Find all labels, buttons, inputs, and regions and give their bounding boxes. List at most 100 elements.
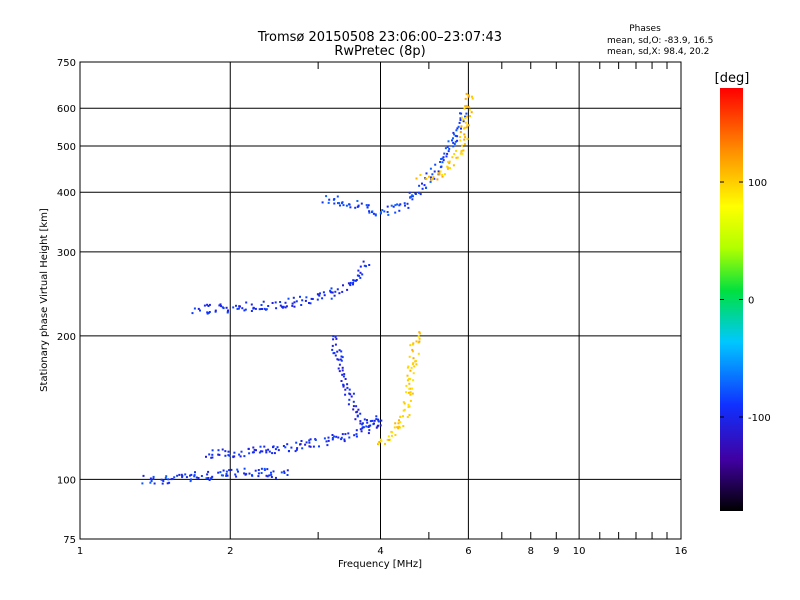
echo-point bbox=[270, 473, 273, 476]
echo-point bbox=[452, 131, 455, 134]
echo-point bbox=[236, 307, 239, 310]
echo-point bbox=[323, 294, 326, 297]
echo-point bbox=[228, 454, 231, 457]
echo-point bbox=[220, 474, 223, 477]
echo-point bbox=[267, 448, 270, 451]
echo-point bbox=[222, 469, 225, 472]
echo-point bbox=[360, 202, 363, 205]
echo-point bbox=[375, 426, 378, 429]
y-tick-label: 75 bbox=[63, 535, 76, 546]
echo-point bbox=[343, 373, 346, 376]
echo-point bbox=[359, 276, 362, 279]
echo-point bbox=[341, 290, 344, 293]
echo-point bbox=[347, 432, 350, 435]
echo-point bbox=[197, 307, 200, 310]
echo-point bbox=[208, 479, 211, 481]
echo-point bbox=[425, 186, 428, 189]
echo-point bbox=[439, 166, 442, 169]
echo-point bbox=[226, 474, 229, 477]
echo-point bbox=[227, 309, 229, 312]
echo-point bbox=[460, 127, 462, 130]
echo-point bbox=[455, 156, 458, 159]
echo-point bbox=[342, 384, 345, 387]
echo-point bbox=[181, 476, 184, 479]
echo-point bbox=[283, 472, 286, 474]
echo-point bbox=[362, 260, 365, 263]
echo-point bbox=[446, 160, 449, 163]
echo-point bbox=[354, 206, 357, 209]
echo-point bbox=[405, 384, 408, 387]
echo-point bbox=[343, 440, 346, 443]
echo-point bbox=[206, 312, 209, 315]
echo-point bbox=[384, 442, 386, 445]
echo-point bbox=[451, 139, 453, 142]
echo-point bbox=[271, 452, 274, 455]
echo-point bbox=[380, 419, 383, 422]
echo-point bbox=[308, 445, 311, 448]
echo-point bbox=[459, 131, 462, 133]
echo-point bbox=[150, 480, 153, 482]
echo-point bbox=[348, 388, 351, 391]
echo-point bbox=[228, 469, 231, 472]
echo-point bbox=[291, 302, 294, 305]
echo-point bbox=[232, 306, 235, 309]
echo-point bbox=[460, 116, 463, 119]
echo-point bbox=[455, 149, 458, 152]
echo-point bbox=[152, 475, 155, 478]
echo-point bbox=[258, 451, 261, 454]
echo-point bbox=[275, 476, 277, 479]
echo-point bbox=[463, 133, 466, 136]
echo-point bbox=[214, 310, 217, 313]
echo-point bbox=[330, 297, 333, 300]
echo-point bbox=[399, 426, 402, 429]
echo-point bbox=[398, 209, 401, 212]
echo-point bbox=[368, 425, 371, 428]
echo-point bbox=[369, 420, 372, 423]
echo-point bbox=[217, 449, 220, 452]
echo-point bbox=[309, 438, 312, 441]
echo-point bbox=[332, 338, 335, 341]
echo-point bbox=[280, 471, 283, 474]
echo-point bbox=[407, 406, 410, 408]
echo-point bbox=[409, 399, 412, 402]
echo-point bbox=[371, 210, 374, 213]
echo-point bbox=[446, 167, 449, 170]
echo-point bbox=[207, 470, 210, 473]
echo-point bbox=[436, 178, 439, 181]
echo-point bbox=[408, 414, 411, 417]
echo-point bbox=[377, 442, 380, 445]
echo-point bbox=[377, 419, 380, 422]
echo-point bbox=[208, 303, 211, 306]
echo-point bbox=[164, 477, 167, 479]
echo-point bbox=[336, 358, 339, 361]
echo-point bbox=[348, 436, 351, 439]
echo-point bbox=[316, 298, 319, 301]
echo-point bbox=[248, 472, 251, 475]
echo-point bbox=[341, 373, 344, 376]
y-axis-label: Stationary phase Virtual Height [km] bbox=[39, 208, 50, 392]
echo-point bbox=[243, 455, 246, 458]
x-tick-label: 6 bbox=[465, 546, 471, 557]
echo-point bbox=[222, 474, 224, 477]
echo-point bbox=[452, 141, 455, 144]
echo-point bbox=[274, 448, 277, 451]
grid-lines bbox=[80, 62, 681, 539]
echo-point bbox=[359, 412, 362, 415]
echo-point bbox=[469, 115, 471, 118]
echo-point bbox=[464, 115, 466, 118]
echo-point bbox=[205, 455, 207, 458]
echo-point bbox=[244, 473, 247, 476]
echo-point bbox=[290, 446, 293, 449]
echo-point bbox=[341, 366, 344, 369]
echo-point bbox=[301, 447, 304, 450]
echo-point bbox=[337, 367, 340, 370]
echo-point bbox=[352, 283, 354, 286]
echo-point bbox=[411, 387, 414, 390]
echo-point bbox=[328, 198, 331, 201]
echo-point bbox=[406, 374, 409, 377]
echo-point bbox=[421, 187, 424, 190]
echo-point bbox=[239, 455, 242, 458]
echo-point bbox=[357, 269, 360, 272]
echo-point bbox=[464, 136, 467, 139]
echo-point bbox=[464, 105, 467, 108]
